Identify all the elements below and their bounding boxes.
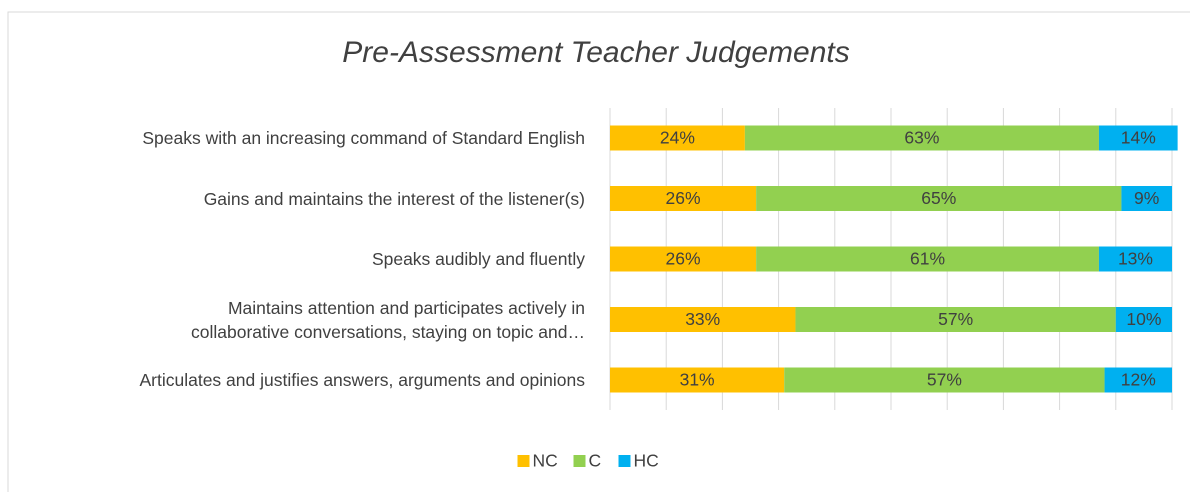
legend-label: HC	[634, 451, 659, 471]
data-label: 14%	[1121, 128, 1156, 148]
data-label: 26%	[666, 249, 701, 269]
bar-segment	[610, 186, 757, 211]
category-label: Speaks audibly and fluently	[371, 249, 585, 269]
bar-segment	[610, 125, 745, 151]
data-label: 57%	[938, 309, 973, 329]
category-label: Maintains attention and participates act…	[191, 297, 585, 342]
legend-swatch	[517, 455, 530, 467]
bar-segment	[610, 307, 796, 332]
category-label: Speaks with an increasing command of Sta…	[142, 128, 585, 148]
bar-segment	[1104, 367, 1172, 393]
legend-swatch	[573, 455, 586, 467]
data-label: 61%	[910, 249, 945, 269]
bar-segment	[784, 367, 1105, 393]
bar-segment	[795, 307, 1116, 332]
data-label: 24%	[660, 128, 695, 148]
bar-segment	[1098, 125, 1178, 151]
data-label: 12%	[1121, 370, 1156, 390]
category-label: Gains and maintains the interest of the …	[203, 188, 585, 209]
category-label: Articulates and justifies answers, argum…	[139, 370, 585, 390]
data-label: 13%	[1118, 249, 1153, 269]
bar-segment	[610, 367, 785, 393]
bar-segment	[1115, 307, 1172, 332]
legend-label: C	[589, 451, 602, 471]
data-label: 57%	[927, 370, 962, 390]
legend-swatch	[618, 455, 631, 467]
data-label: 33%	[685, 309, 720, 329]
chart-title: Pre-Assessment Teacher Judgements	[342, 36, 849, 69]
data-label: 63%	[904, 128, 939, 148]
legend-label: NC	[533, 451, 558, 471]
data-label: 9%	[1134, 188, 1159, 208]
bar-segment	[1121, 186, 1172, 211]
data-label: 31%	[680, 370, 715, 390]
data-label: 10%	[1126, 309, 1161, 329]
chart-border	[7, 11, 1190, 492]
data-label: 26%	[666, 188, 701, 208]
bar-segment	[756, 246, 1099, 272]
bar-segment	[1098, 246, 1172, 272]
bar-segment	[744, 125, 1099, 151]
data-label: 65%	[921, 188, 956, 208]
bar-segment	[756, 186, 1122, 211]
bar-segment	[610, 246, 757, 272]
